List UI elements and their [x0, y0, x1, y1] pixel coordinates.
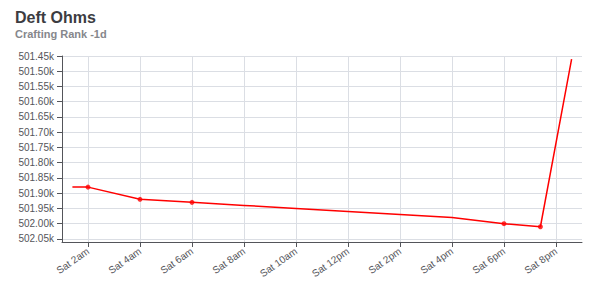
svg-text:Sat 4pm: Sat 4pm [418, 245, 455, 275]
svg-text:501.70k: 501.70k [18, 127, 55, 138]
svg-text:501.60k: 501.60k [18, 96, 55, 107]
svg-text:501.50k: 501.50k [18, 66, 55, 77]
svg-text:Sat 6am: Sat 6am [158, 245, 195, 275]
svg-text:501.55k: 501.55k [18, 81, 55, 92]
svg-text:501.65k: 501.65k [18, 111, 55, 122]
svg-text:Sat 2pm: Sat 2pm [366, 245, 403, 275]
svg-text:Deft Ohms: Deft Ohms [15, 9, 96, 26]
svg-text:Sat 6pm: Sat 6pm [470, 245, 507, 275]
svg-text:Sat 4am: Sat 4am [106, 245, 143, 275]
svg-text:Sat 8am: Sat 8am [210, 245, 247, 275]
svg-text:501.80k: 501.80k [18, 157, 55, 168]
svg-text:501.95k: 501.95k [18, 203, 55, 214]
svg-text:Sat 12pm: Sat 12pm [310, 245, 351, 279]
svg-text:Crafting Rank -1d: Crafting Rank -1d [15, 28, 107, 40]
svg-text:501.45k: 501.45k [18, 51, 55, 62]
svg-text:502.00k: 502.00k [18, 218, 55, 229]
svg-text:Sat 8pm: Sat 8pm [522, 245, 559, 275]
svg-text:501.75k: 501.75k [18, 142, 55, 153]
svg-text:Sat 10am: Sat 10am [258, 245, 299, 279]
svg-text:502.05k: 502.05k [18, 233, 55, 244]
svg-text:501.85k: 501.85k [18, 172, 55, 183]
svg-text:501.90k: 501.90k [18, 188, 55, 199]
svg-text:Sat 2am: Sat 2am [54, 245, 91, 275]
